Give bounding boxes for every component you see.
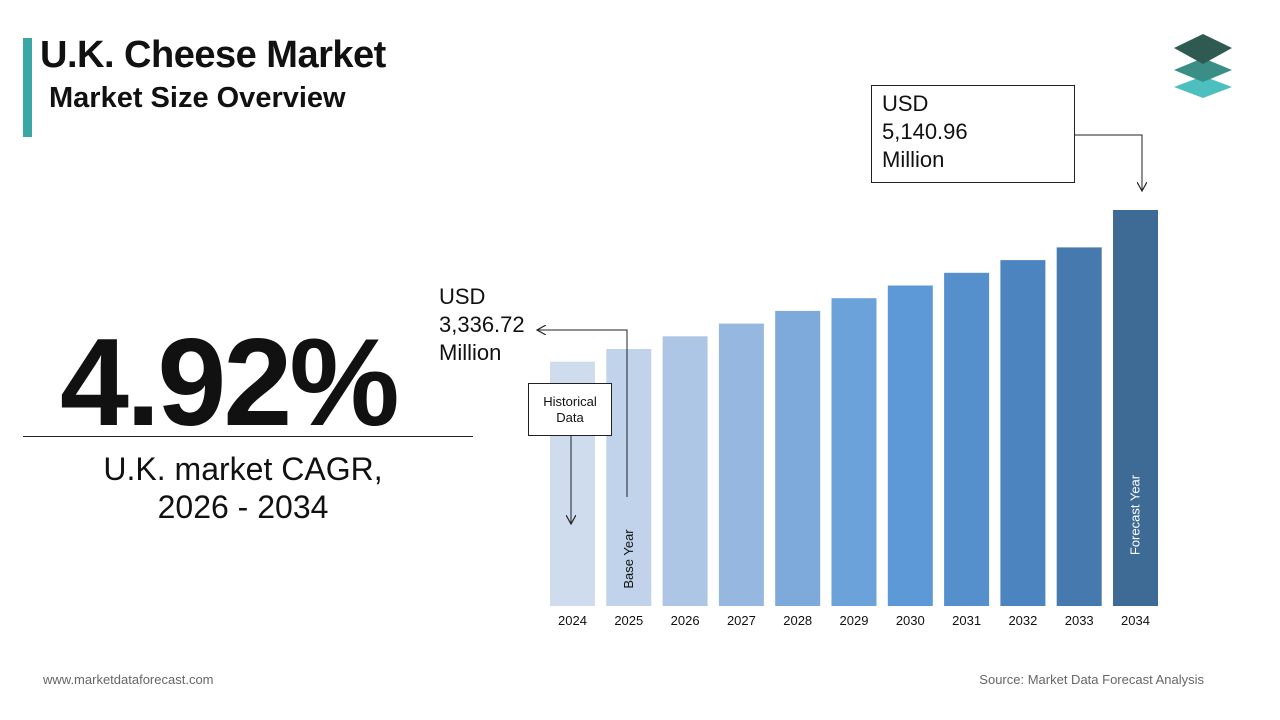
x-tick-label: 2028	[783, 613, 812, 628]
cagr-value: 4.92%	[60, 314, 400, 452]
x-tick-label: 2027	[727, 613, 756, 628]
historical-line2: Data	[556, 409, 584, 425]
footer-source: Source: Market Data Forecast Analysis	[979, 672, 1204, 687]
max-value-callout: USD 5,140.96 Million	[871, 85, 1075, 183]
x-tick-label: 2029	[840, 613, 869, 628]
bar-2029	[831, 298, 877, 606]
historical-data-callout: Historical Data	[528, 383, 612, 436]
x-tick-label: 2033	[1065, 613, 1094, 628]
x-tick-label: 2024	[558, 613, 587, 628]
max-value-amount: 5,140.96	[882, 119, 968, 144]
x-tick-label: 2031	[952, 613, 981, 628]
brand-logo-icon	[1174, 34, 1232, 98]
bar-2033	[1056, 247, 1102, 606]
bar-2028	[775, 310, 821, 606]
base-value-unit: Million	[439, 340, 502, 365]
forecast-year-label: Forecast Year	[1128, 474, 1143, 555]
max-value-unit: Million	[882, 147, 945, 172]
base-year-arrow	[537, 330, 628, 497]
x-tick-label: 2032	[1008, 613, 1037, 628]
cagr-label-line1: U.K. market CAGR,	[103, 451, 383, 487]
cagr-label-line2: 2026 - 2034	[157, 489, 329, 525]
bar-2032	[1000, 260, 1046, 606]
bar-2025	[606, 349, 652, 606]
bar-2030	[887, 285, 933, 606]
base-year-label: Base Year	[621, 529, 636, 589]
footer-website: www.marketdataforecast.com	[43, 672, 214, 687]
x-tick-label: 2025	[614, 613, 643, 628]
cagr-divider	[23, 436, 473, 437]
page-subtitle: Market Size Overview	[49, 82, 346, 114]
base-value-amount: 3,336.72	[439, 312, 525, 337]
cagr-label: U.K. market CAGR, 2026 - 2034	[23, 450, 463, 526]
bar-2027	[718, 323, 764, 606]
base-value-callout: USD 3,336.72 Million	[439, 283, 525, 367]
x-tick-label: 2034	[1121, 613, 1150, 628]
bar-2026	[662, 336, 708, 606]
bar-2034	[1113, 210, 1158, 606]
x-tick-label: 2030	[896, 613, 925, 628]
base-value-currency: USD	[439, 284, 486, 309]
max-value-currency: USD	[882, 91, 929, 116]
x-tick-label: 2026	[671, 613, 700, 628]
bar-2031	[944, 272, 990, 606]
title-accent-bar	[23, 38, 32, 137]
historical-line1: Historical	[543, 393, 597, 409]
page-title: U.K. Cheese Market	[40, 34, 386, 76]
